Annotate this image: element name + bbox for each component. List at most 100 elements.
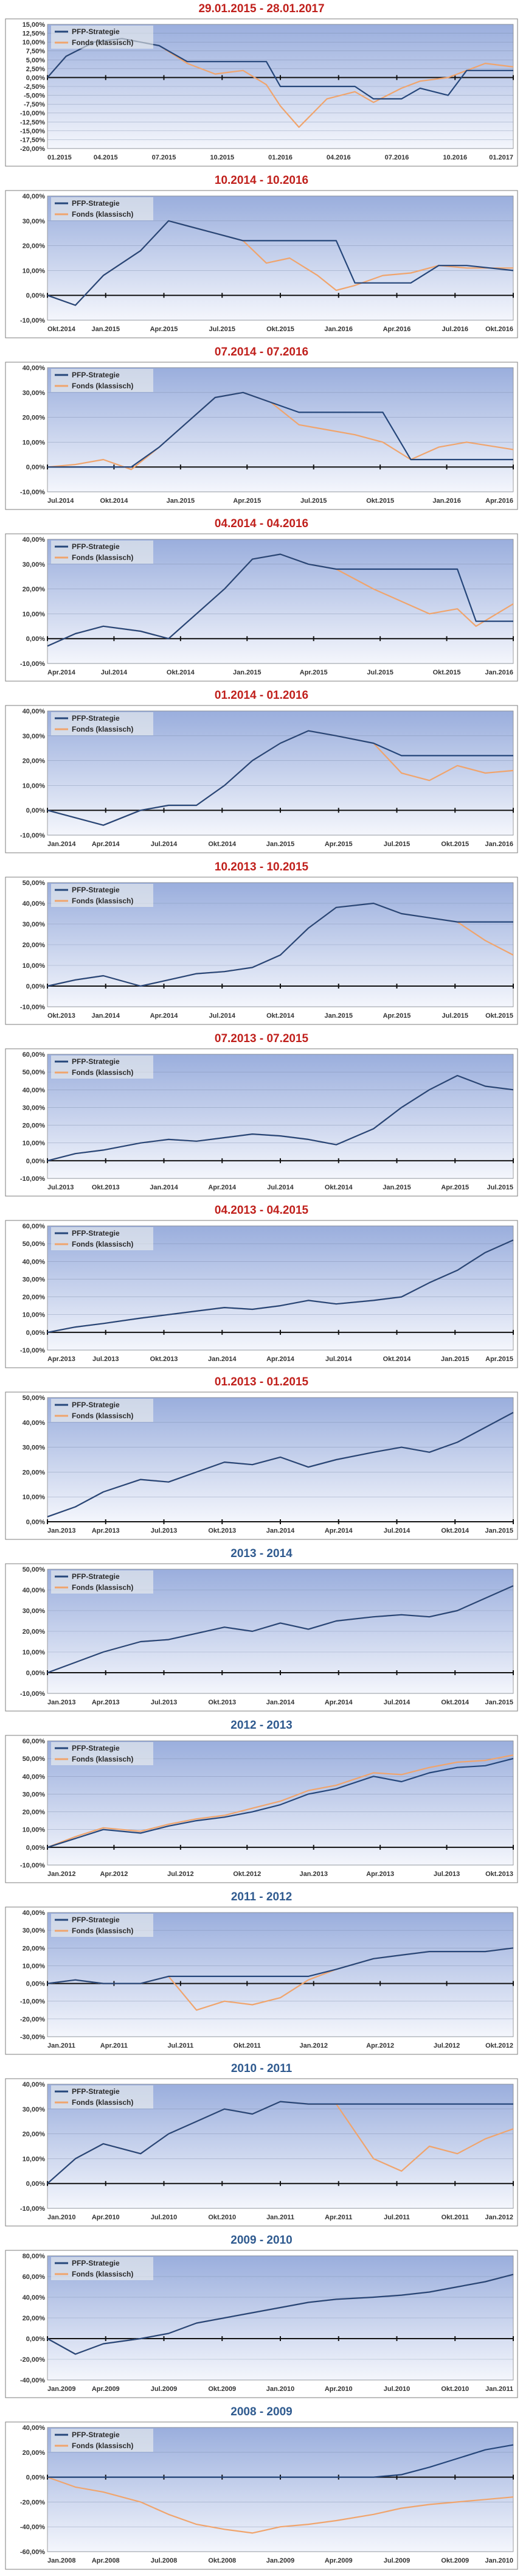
- y-tick-label: 40,00%: [23, 1773, 46, 1780]
- y-tick-label: 40,00%: [23, 708, 46, 715]
- y-tick-label: -17,50%: [20, 136, 45, 144]
- x-tick-label: Jan.2014: [150, 1184, 178, 1191]
- x-tick-label: Jul.2013: [47, 1184, 74, 1191]
- y-tick-label: -10,00%: [20, 1690, 45, 1698]
- legend-label-strategy: PFP-Strategie: [72, 714, 120, 723]
- y-tick-label: 40,00%: [23, 1587, 46, 1594]
- x-tick-label: Okt.2015: [366, 497, 394, 505]
- x-tick-label: Jul.2016: [442, 326, 468, 333]
- x-tick-label: Jul.2012: [167, 1871, 193, 1878]
- y-tick-label: 0,00%: [26, 1519, 45, 1526]
- y-tick-label: 20,00%: [23, 2315, 46, 2322]
- x-tick-label: Okt.2008: [208, 2557, 236, 2564]
- legend: PFP-Strategie Fonds (klassisch): [51, 197, 153, 220]
- x-tick-label: Jul.2015: [367, 669, 393, 676]
- y-tick-label: 2,50%: [26, 66, 45, 73]
- chart-title: 01.2014 - 01.2016: [214, 689, 309, 702]
- legend-label-strategy: PFP-Strategie: [72, 1401, 120, 1409]
- chart-title: 01.2013 - 01.2015: [214, 1376, 309, 1388]
- x-tick-label: Apr.2016: [383, 326, 411, 333]
- x-tick-label: Jan.2013: [47, 1699, 75, 1706]
- x-tick-label: Apr.2012: [100, 1871, 128, 1878]
- x-tick-label: Jan.2015: [167, 497, 195, 505]
- chart-title: 2009 - 2010: [230, 2234, 293, 2247]
- y-tick-label: 0,00%: [26, 2180, 45, 2188]
- y-tick-label: 20,00%: [23, 586, 46, 593]
- y-tick-label: 40,00%: [23, 1087, 46, 1094]
- x-tick-label: Apr.2013: [47, 1356, 75, 1363]
- y-tick-label: 10,00%: [23, 611, 46, 618]
- y-tick-label: 40,00%: [23, 2294, 46, 2301]
- x-tick-label: Okt.2011: [234, 2042, 261, 2049]
- legend: PFP-Strategie Fonds (klassisch): [51, 1742, 153, 1765]
- x-tick-label: Apr.2010: [325, 2385, 353, 2393]
- y-tick-label: 10,00%: [23, 1962, 46, 1970]
- legend-label-strategy: PFP-Strategie: [72, 27, 120, 36]
- legend-label-strategy: PFP-Strategie: [72, 2259, 120, 2267]
- series-line-strategy: [47, 1239, 514, 1333]
- y-tick-label: 30,00%: [23, 218, 46, 225]
- y-tick-label: 7,50%: [26, 48, 45, 55]
- x-tick-label: Jul.2014: [47, 497, 74, 505]
- y-tick-label: 30,00%: [23, 733, 46, 740]
- y-tick-label: 30,00%: [23, 1927, 46, 1934]
- chart-svg: 50,00%40,00%30,00%20,00%10,00%0,00%Jan.2…: [5, 1391, 518, 1540]
- x-tick-label: Jan.2009: [47, 2385, 75, 2393]
- y-tick-label: -20,00%: [20, 2499, 45, 2506]
- x-tick-label: Jul.2015: [487, 1184, 513, 1191]
- x-tick-label: Jan.2016: [485, 841, 513, 848]
- legend: PFP-Strategie Fonds (klassisch): [51, 541, 153, 564]
- chart-title: 2013 - 2014: [230, 1547, 293, 1560]
- x-tick-label: Jan.2015: [325, 1012, 353, 1020]
- y-tick-label: 10,00%: [23, 2155, 46, 2163]
- x-tick-label: Jan.2016: [432, 497, 460, 505]
- legend-label-fund: Fonds (klassisch): [72, 1240, 133, 1248]
- y-tick-label: 10,00%: [23, 1140, 46, 1147]
- y-tick-label: 10,00%: [23, 39, 46, 46]
- x-tick-label: Apr.2014: [208, 1184, 237, 1191]
- x-tick-label: Jan.2014: [208, 1356, 237, 1363]
- legend-label-strategy: PFP-Strategie: [72, 1744, 120, 1752]
- y-tick-label: -7,50%: [24, 101, 45, 108]
- y-tick-label: 30,00%: [23, 390, 46, 397]
- chart-title: 10.2013 - 10.2015: [214, 861, 309, 873]
- x-tick-label: Okt.2013: [150, 1356, 178, 1363]
- y-tick-label: 20,00%: [23, 1945, 46, 1952]
- legend-label-fund: Fonds (klassisch): [72, 382, 133, 390]
- series-line-fund: [47, 1754, 514, 1848]
- legend-label-fund: Fonds (klassisch): [72, 1927, 133, 1935]
- x-tick-label: Jan.2008: [47, 2557, 75, 2564]
- x-tick-label: Apr.2014: [47, 669, 76, 676]
- x-tick-label: Apr.2016: [485, 497, 513, 505]
- x-tick-label: Jul.2011: [384, 2214, 410, 2221]
- y-tick-label: 30,00%: [23, 561, 46, 569]
- x-tick-label: Okt.2014: [441, 1699, 469, 1706]
- legend-label-fund: Fonds (klassisch): [72, 1583, 133, 1592]
- series-line-strategy: [47, 1412, 514, 1517]
- x-tick-label: Jan.2014: [266, 1699, 295, 1706]
- x-tick-label: Apr.2013: [92, 1527, 120, 1535]
- chart-svg: 50,00% 40,00% 30,00% 20,00% 10,00% 0,00% -10,0…: [5, 1563, 518, 1712]
- series-line-strategy: [47, 391, 513, 468]
- y-tick-label: 40,00%: [23, 193, 46, 200]
- y-tick-label: 10,00%: [23, 962, 46, 970]
- y-tick-label: 30,00%: [23, 1104, 46, 1111]
- y-tick-label: 10,00%: [23, 1649, 46, 1656]
- series-line-strategy: [47, 730, 513, 826]
- legend: PFP-Strategie Fonds (klassisch): [51, 2429, 153, 2452]
- y-tick-label: -10,00%: [20, 1004, 45, 1011]
- legend-label-fund: Fonds (klassisch): [72, 210, 133, 219]
- x-tick-label: Apr.2015: [233, 497, 261, 505]
- legend-label-fund: Fonds (klassisch): [72, 553, 133, 562]
- x-tick-label: Jan.2012: [47, 1871, 75, 1878]
- chart-svg: 80,00% 60,00% 40,00% 20,00% 0,00% -20,00% -40,…: [5, 2250, 518, 2398]
- x-tick-label: Jul.2011: [167, 2042, 193, 2049]
- y-tick-label: 30,00%: [23, 921, 46, 928]
- legend: PFP-Strategie Fonds (klassisch): [51, 884, 153, 907]
- y-tick-label: -10,00%: [20, 1862, 45, 1869]
- legend: PFP-Strategie Fonds (klassisch): [51, 369, 153, 392]
- x-tick-label: Jan.2013: [47, 1527, 75, 1535]
- y-tick-label: -10,00%: [20, 1347, 45, 1354]
- chart-panel: 2009 - 2010 80,00% 60,00% 40,00% 20,00% 0,00%…: [0, 2231, 523, 2403]
- x-tick-label: Okt.2014: [441, 1527, 469, 1535]
